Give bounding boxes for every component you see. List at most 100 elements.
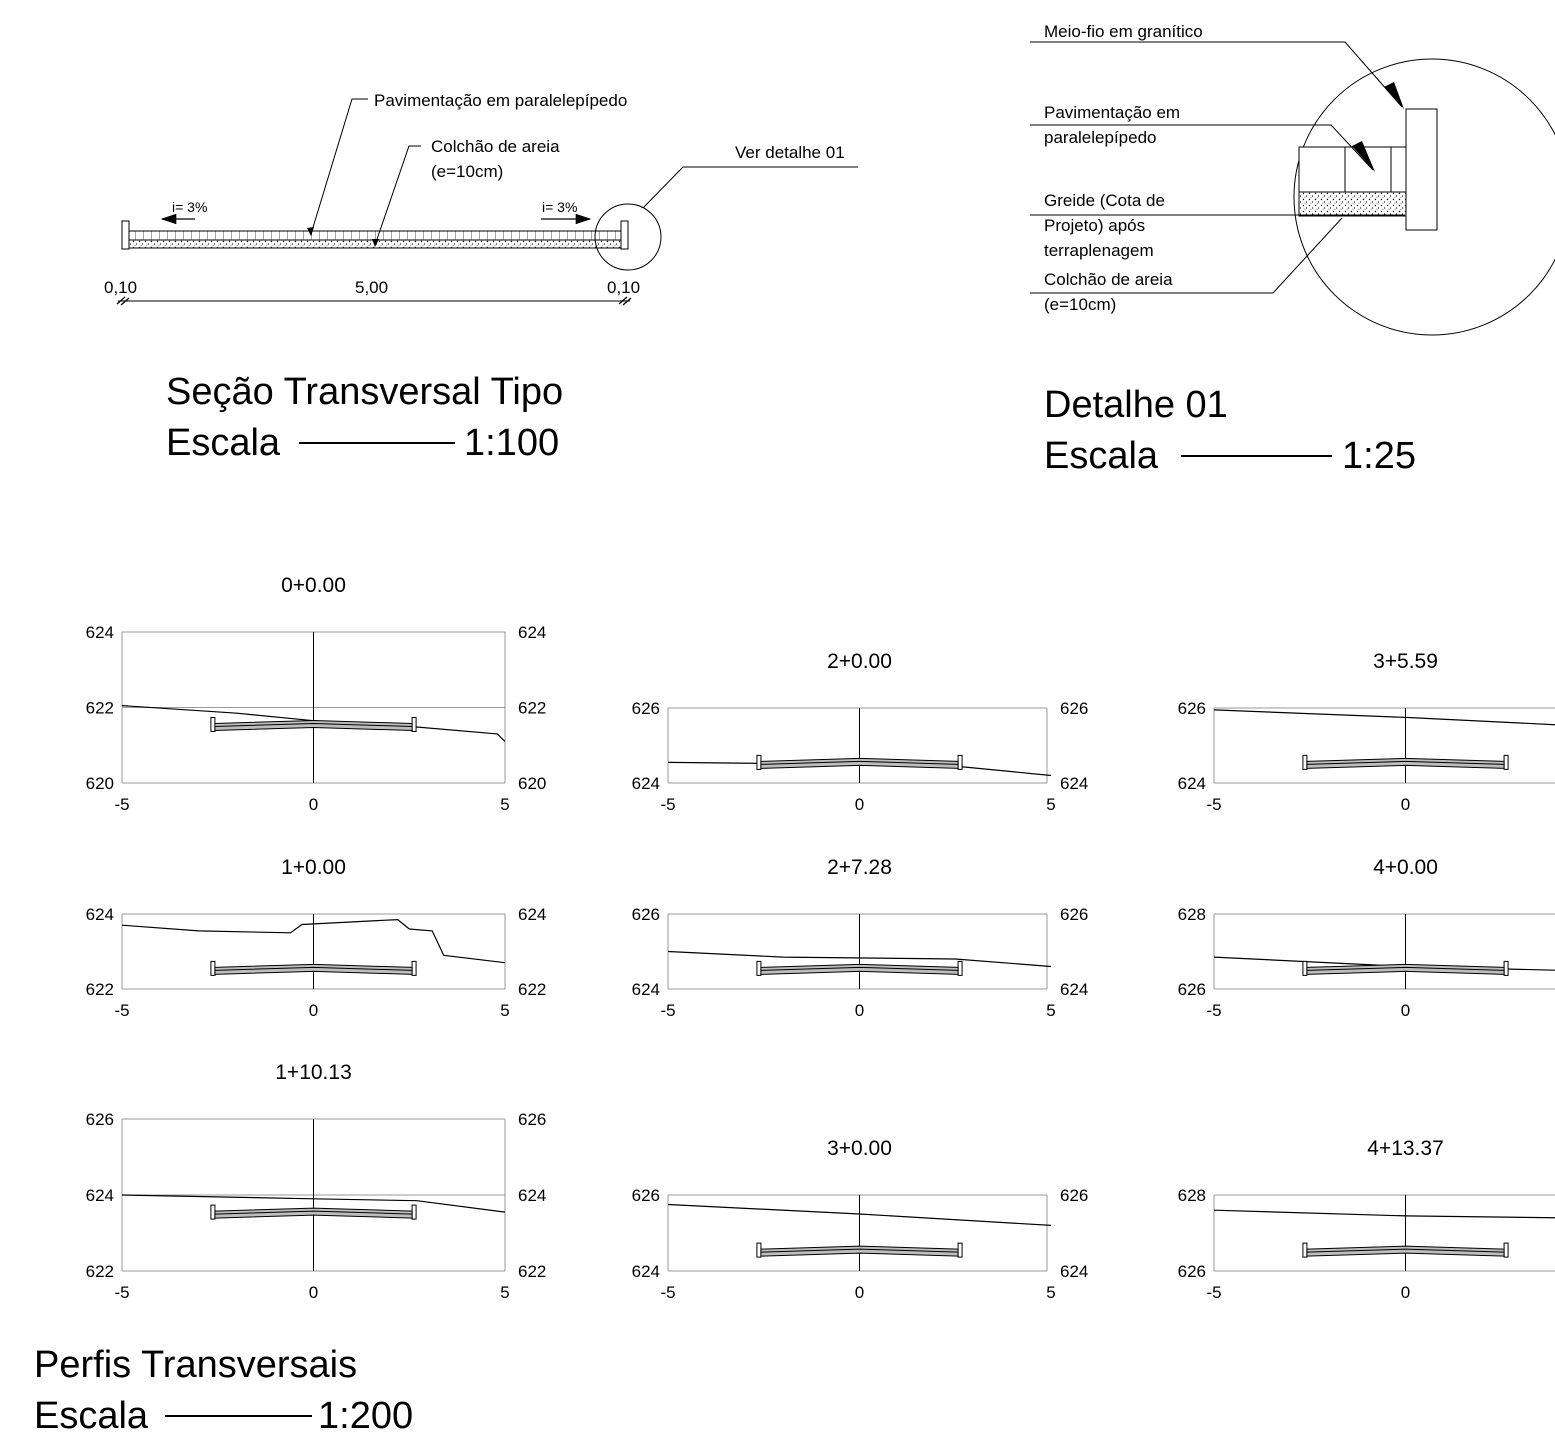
detail-circle <box>594 203 662 271</box>
dim-center: 5,00 <box>355 278 388 297</box>
road-layer-line <box>760 760 959 765</box>
x-tick: 5 <box>1046 1283 1055 1302</box>
road-layer-line <box>214 722 413 727</box>
road-curb-right <box>411 1204 417 1220</box>
road-curb-right <box>1503 1242 1509 1258</box>
x-tick: -5 <box>1206 795 1221 814</box>
paving-leader <box>310 98 368 235</box>
slope-label-right: i= 3% <box>542 199 577 215</box>
profiles-scale-value: 1:200 <box>318 1395 413 1437</box>
y-tick-right: 626 <box>1060 699 1088 718</box>
x-tick: 0 <box>309 1001 318 1020</box>
road-curb-left <box>210 1204 216 1220</box>
x-tick: 0 <box>309 795 318 814</box>
grade-label-1: Greide (Cota de <box>1044 191 1165 210</box>
dim-tick-left <box>116 296 130 306</box>
y-tick-right: 626 <box>518 1110 546 1129</box>
paving-detail-leader <box>1030 124 1374 171</box>
section-scale-value: 1:100 <box>464 422 559 464</box>
road-layer-line <box>760 1248 959 1253</box>
paving-leader-tick <box>307 227 314 236</box>
road-layer-line <box>1306 1248 1505 1253</box>
x-tick: 0 <box>855 1001 864 1020</box>
y-tick-left: 624 <box>86 1186 114 1205</box>
grade-label-2: Projeto) após <box>1044 216 1145 235</box>
dim-left: 0,10 <box>104 278 137 297</box>
y-tick-left: 626 <box>1178 699 1206 718</box>
profile-title: 4+13.37 <box>1367 1137 1444 1160</box>
y-tick-right: 624 <box>518 905 546 924</box>
profile-title: 2+7.28 <box>827 856 892 879</box>
profile-title: 2+0.00 <box>827 650 892 673</box>
y-tick-right: 622 <box>518 1262 546 1281</box>
terrain-line <box>121 918 506 964</box>
detail-01: Meio-fio em granítico Pavimentação em pa… <box>1030 22 1555 477</box>
detail-title: Detalhe 01 <box>1044 384 1228 426</box>
road-layer-line <box>214 966 413 971</box>
road-curb-left <box>756 754 762 770</box>
y-tick-left: 628 <box>1178 1186 1206 1205</box>
x-tick: 5 <box>500 795 509 814</box>
detail-scale-word: Escala <box>1044 435 1159 477</box>
road-pavement <box>760 1245 959 1257</box>
slope-label-left: i= 3% <box>172 199 207 215</box>
paving-detail-label-2: paralelepípedo <box>1044 128 1156 147</box>
detail-boundary-circle <box>1293 58 1555 336</box>
y-tick-right: 626 <box>1060 905 1088 924</box>
y-tick-right: 620 <box>518 774 546 793</box>
y-tick-left: 622 <box>86 980 114 999</box>
x-tick: 5 <box>500 1001 509 1020</box>
y-tick-left: 624 <box>632 980 660 999</box>
dim-right: 0,10 <box>607 278 640 297</box>
detail-curb <box>1405 108 1438 231</box>
x-tick: 5 <box>1046 795 1055 814</box>
profile-title: 3+0.00 <box>827 1137 892 1160</box>
paving-layer <box>128 230 622 241</box>
x-tick: 5 <box>1046 1001 1055 1020</box>
profile-title: 1+0.00 <box>281 856 346 879</box>
profile-title: 4+0.00 <box>1373 856 1438 879</box>
curb-leader <box>1030 41 1403 108</box>
road-pavement <box>214 719 413 732</box>
curb-label: Meio-fio em granítico <box>1044 22 1203 41</box>
right-curb <box>620 220 629 250</box>
y-tick-right: 626 <box>1060 1186 1088 1205</box>
profile-title: 1+10.13 <box>275 1061 352 1084</box>
profiles-caption: Perfis Transversais Escala 1:200 <box>34 1344 413 1437</box>
profile-chart-5: 2+7.28 624 624 626 626 -5 0 5 <box>632 856 1089 1020</box>
road-curb-left <box>210 716 216 732</box>
x-tick: 0 <box>855 1283 864 1302</box>
road-pavement <box>1306 963 1505 975</box>
y-tick-right: 624 <box>1060 774 1088 793</box>
y-tick-right: 624 <box>1060 1262 1088 1281</box>
road-curb-right <box>411 960 417 976</box>
x-tick: -5 <box>660 795 675 814</box>
y-tick-left: 622 <box>86 699 114 718</box>
profiles-scale-word: Escala <box>34 1395 149 1437</box>
sand-detail-leader <box>1030 217 1343 294</box>
sand-label-2: (e=10cm) <box>431 162 503 181</box>
x-tick: -5 <box>1206 1001 1221 1020</box>
road-pavement <box>1306 757 1505 769</box>
road-pavement <box>214 1207 413 1219</box>
road-curb-left <box>1302 960 1308 976</box>
road-curb-left <box>210 960 216 976</box>
profile-title: 0+0.00 <box>281 574 346 597</box>
y-tick-left: 620 <box>86 774 114 793</box>
terrain-line <box>1213 1209 1555 1219</box>
profile-title: 3+5.59 <box>1373 650 1438 673</box>
x-tick: -5 <box>114 795 129 814</box>
x-tick: 0 <box>309 1283 318 1302</box>
road-curb-right <box>957 754 963 770</box>
y-tick-left: 626 <box>1178 1262 1206 1281</box>
profile-chart-4: 2+0.00 624 624 626 626 -5 0 5 <box>632 650 1089 814</box>
terrain-line <box>667 950 1052 968</box>
sand-detail-label-1: Colchão de areia <box>1044 270 1173 289</box>
road-curb-right <box>957 1242 963 1258</box>
x-tick: 0 <box>1401 1001 1410 1020</box>
terrain-line <box>667 1203 1052 1226</box>
x-tick: -5 <box>1206 1283 1221 1302</box>
sand-leader-tick <box>372 239 379 247</box>
